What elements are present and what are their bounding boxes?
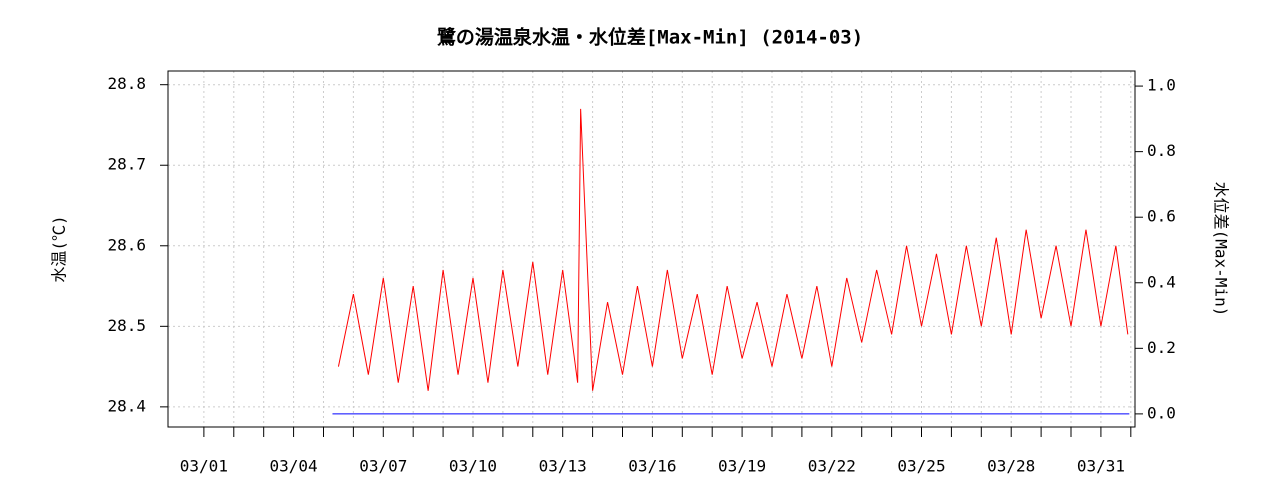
y2-tick-label: 1.0 xyxy=(1147,76,1176,95)
x-tick-label: 03/31 xyxy=(1077,457,1125,476)
y-tick-label: 28.7 xyxy=(107,155,146,174)
x-tick-label: 03/10 xyxy=(449,457,497,476)
plot-frame xyxy=(167,70,1136,428)
y-tick-label: 28.8 xyxy=(107,74,146,93)
x-tick-label: 03/04 xyxy=(269,457,317,476)
x-tick-label: 03/19 xyxy=(718,457,766,476)
x-tick-label: 03/01 xyxy=(180,457,228,476)
y-tick-label: 28.6 xyxy=(107,235,146,254)
x-tick-label: 03/07 xyxy=(359,457,407,476)
y2-tick-label: 0.8 xyxy=(1147,141,1176,160)
y2-tick-label: 0.2 xyxy=(1147,338,1176,357)
x-tick-label: 03/16 xyxy=(628,457,676,476)
y-axis-label: 水温(℃) xyxy=(50,215,69,282)
chart-title: 鷺の湯温泉水温・水位差[Max-Min] (2014-03) xyxy=(437,26,863,49)
y2-axis-label: 水位差(Max-Min) xyxy=(1212,182,1231,317)
y-tick-label: 28.4 xyxy=(107,396,146,415)
y2-tick-label: 0.0 xyxy=(1147,403,1176,422)
y-tick-label: 28.5 xyxy=(107,316,146,335)
x-tick-label: 03/25 xyxy=(897,457,945,476)
x-tick-label: 03/28 xyxy=(987,457,1035,476)
x-tick-label: 03/22 xyxy=(808,457,856,476)
series-line xyxy=(337,108,1129,391)
y2-tick-label: 0.6 xyxy=(1147,207,1176,226)
x-tick-label: 03/13 xyxy=(539,457,587,476)
y2-tick-label: 0.4 xyxy=(1147,272,1176,291)
